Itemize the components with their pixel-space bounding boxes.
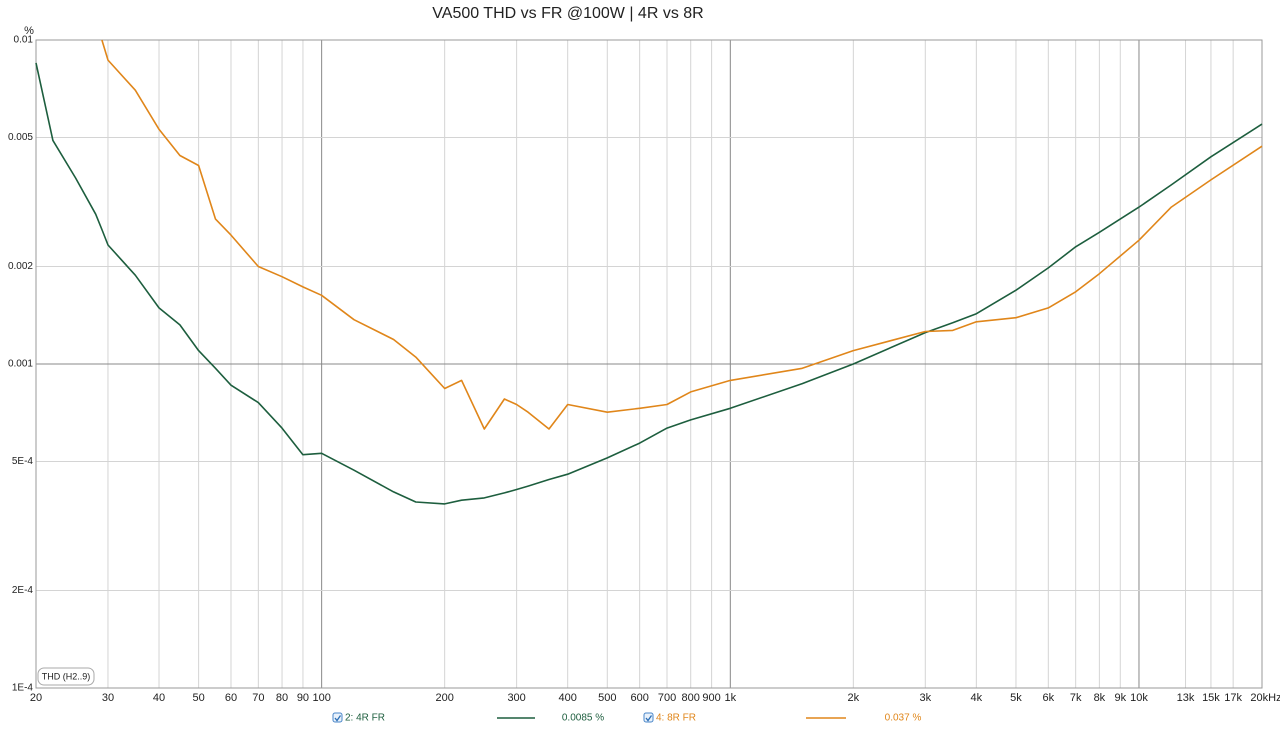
annotation-box [37,667,95,686]
legend: 2: 4R FR 0.0085 % 4: 8R FR 0.037 % [332,712,922,724]
x-tick-label: 9k [1114,692,1126,704]
y-tick-label: 0.001 [8,359,33,370]
x-tick-label: 13k [1177,692,1195,704]
x-tick-label: 200 [435,692,453,704]
plot-frame [35,39,1263,689]
x-tick-label: 600 [630,692,648,704]
y-tick-label: 0.002 [8,261,33,272]
x-tick-label: 30 [102,692,114,704]
x-tick-label: 900 [702,692,720,704]
x-tick-label: 6k [1043,692,1055,704]
legend-value: 0.0085 % [562,713,604,724]
x-tick-label: 3k [919,692,931,704]
x-tick-label: 400 [559,692,577,704]
y-tick-label: 1E-4 [12,683,34,694]
legend-label: 2: 4R FR [345,713,385,724]
x-tick-label: 800 [682,692,700,704]
x-tick-label: 2k [848,692,860,704]
legend-checkmark [645,715,653,722]
x-tick-label: 100 [312,692,330,704]
legend-checkmark [334,715,342,722]
y-tick-label: 2E-4 [12,585,34,596]
x-tick-label: 1k [724,692,736,704]
x-tick-label: 7k [1070,692,1082,704]
x-tick-label: 80 [276,692,288,704]
annotation: THD (H2..9) [42,671,91,681]
y-tick-label: 0.005 [8,132,33,143]
x-tick-label: 40 [153,692,165,704]
x-tick-label: 500 [598,692,616,704]
x-tick-label: 300 [507,692,525,704]
x-tick-label: 90 [297,692,309,704]
x-tick-label: 10k [1130,692,1148,704]
x-tick-label: 70 [252,692,264,704]
x-tick-label: 5k [1010,692,1022,704]
legend-checkbox [643,712,654,723]
legend-label: 4: 8R FR [656,713,696,724]
lines [35,39,1263,505]
y-unit: % [24,25,34,37]
x-tick-label: 20kHz [1250,692,1280,704]
x-tick-label: 8k [1094,692,1106,704]
chart-title: VA500 THD vs FR @100W | 4R vs 8R [432,5,703,22]
x-tick-label: 20 [30,692,42,704]
x-tick-label: 700 [658,692,676,704]
legend-value: 0.037 % [885,713,922,724]
x-tick-label: 15k [1202,692,1220,704]
legend-checkbox [332,712,343,723]
x-tick-label: 60 [225,692,237,704]
y-tick-label: 0.01 [14,35,34,46]
y-tick-label: 5E-4 [12,456,34,467]
x-tick-label: 4k [971,692,983,704]
grid [35,39,1263,689]
series-line [35,62,1263,505]
x-tick-label: 17k [1224,692,1242,704]
x-tick-label: 50 [192,692,204,704]
series-line [101,39,1263,430]
